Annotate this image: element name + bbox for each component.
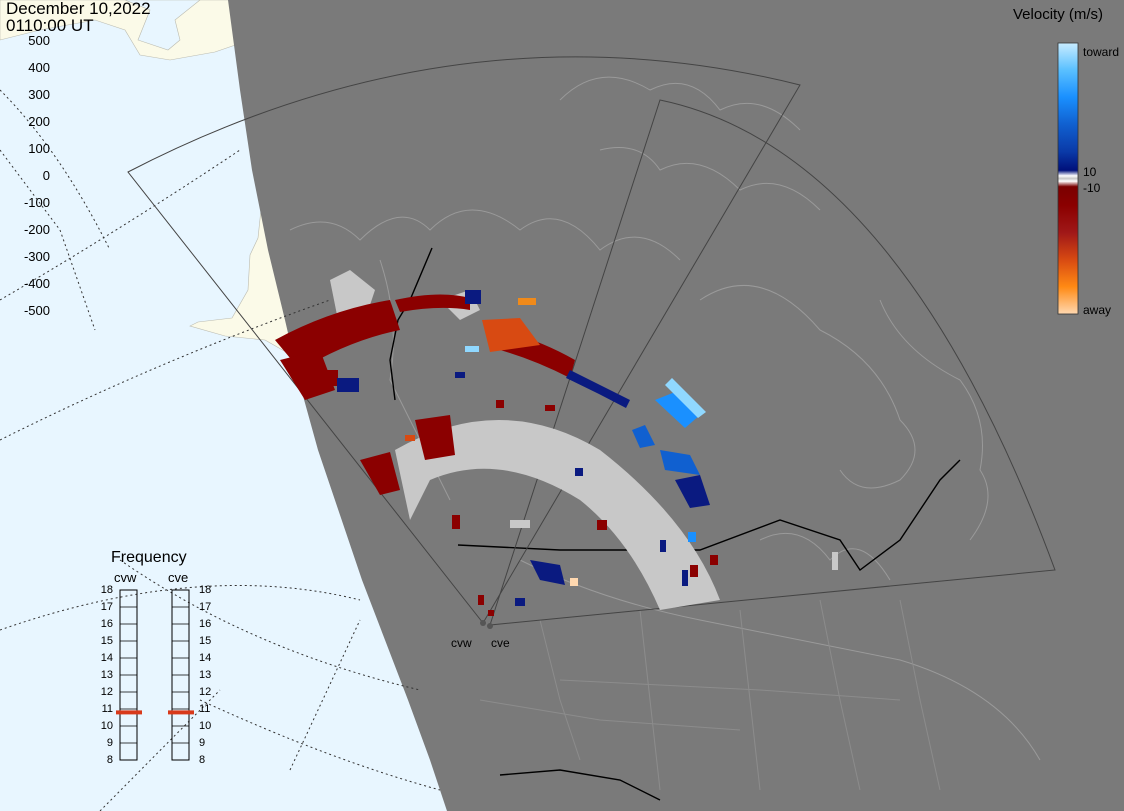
velocity-away [275, 294, 718, 616]
freq-tick-left: 8 [106, 754, 113, 766]
field-of-view-cve [489, 99, 1056, 626]
freq-tick-left: 13 [100, 669, 113, 681]
freq-tick-left: 16 [100, 618, 113, 630]
velocity-colorbar [1057, 42, 1079, 315]
freq-tick-left: 17 [100, 601, 113, 613]
radar-label-cve: cve [168, 570, 189, 585]
colorbar-tick: 300 [28, 87, 50, 102]
freq-tick-right: 11 [199, 703, 211, 715]
frequency-scale [119, 589, 190, 761]
freq-tick-right: 8 [199, 754, 206, 766]
colorbar-away-label: away [1083, 303, 1112, 317]
freq-tick-right: 9 [199, 737, 206, 749]
colorbar-tick: 400 [28, 60, 50, 75]
political-borders [479, 599, 941, 791]
freq-tick-right: 18 [199, 584, 212, 596]
freq-tick-left: 15 [100, 635, 113, 647]
date-label: December 10,2022 [6, 0, 151, 18]
lat-lon-grid [0, 89, 441, 811]
frequency-title: Frequency [111, 549, 187, 566]
freq-tick-right: 10 [199, 720, 212, 732]
field-of-view-cvw [127, 56, 801, 624]
colorbar-title: Velocity (m/s) [1013, 6, 1104, 23]
freq-tick-left: 11 [101, 703, 113, 715]
colorbar-tick: 100 [28, 141, 50, 156]
colorbar-tick: -400 [23, 276, 50, 291]
site-marker-cve [487, 623, 493, 629]
colorbar-tick: -300 [23, 249, 50, 264]
colorbar-tick: 0 [42, 168, 50, 183]
freq-tick-right: 15 [199, 635, 212, 647]
radar-label-cvw: cvw [114, 570, 137, 585]
site-label-cvw: cvw [451, 636, 472, 650]
frequency-marker-cve [168, 710, 194, 715]
colorbar-tick: -100 [23, 195, 50, 210]
freq-tick-left: 18 [100, 584, 113, 596]
colorbar-minus10-label: -10 [1083, 181, 1101, 195]
frequency-marker-cvw [116, 710, 142, 715]
velocity-toward [337, 290, 710, 606]
colorbar-plus10-label: 10 [1083, 165, 1097, 179]
colorbar-tick: 500 [28, 33, 50, 48]
freq-tick-left: 9 [106, 737, 113, 749]
colorbar-toward-label: toward [1083, 45, 1120, 59]
freq-tick-right: 17 [199, 601, 212, 613]
site-label-cve: cve [491, 636, 510, 650]
freq-tick-left: 10 [100, 720, 113, 732]
international-borders [389, 247, 961, 801]
colorbar-tick: -500 [23, 303, 50, 318]
site-marker-cvw [480, 620, 486, 626]
freq-tick-right: 14 [199, 652, 212, 664]
siberia-coast [124, 0, 201, 51]
freq-tick-right: 12 [199, 686, 212, 698]
time-label: 0110:00 UT [6, 16, 94, 35]
colorbar-tick: 200 [28, 114, 50, 129]
colorbar-tick: -200 [23, 222, 50, 237]
freq-tick-right: 13 [199, 669, 212, 681]
freq-tick-left: 12 [100, 686, 113, 698]
freq-tick-left: 14 [100, 652, 113, 664]
freq-tick-right: 16 [199, 618, 212, 630]
